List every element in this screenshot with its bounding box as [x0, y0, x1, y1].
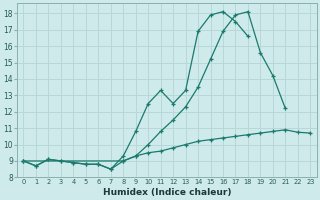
X-axis label: Humidex (Indice chaleur): Humidex (Indice chaleur) [103, 188, 231, 197]
